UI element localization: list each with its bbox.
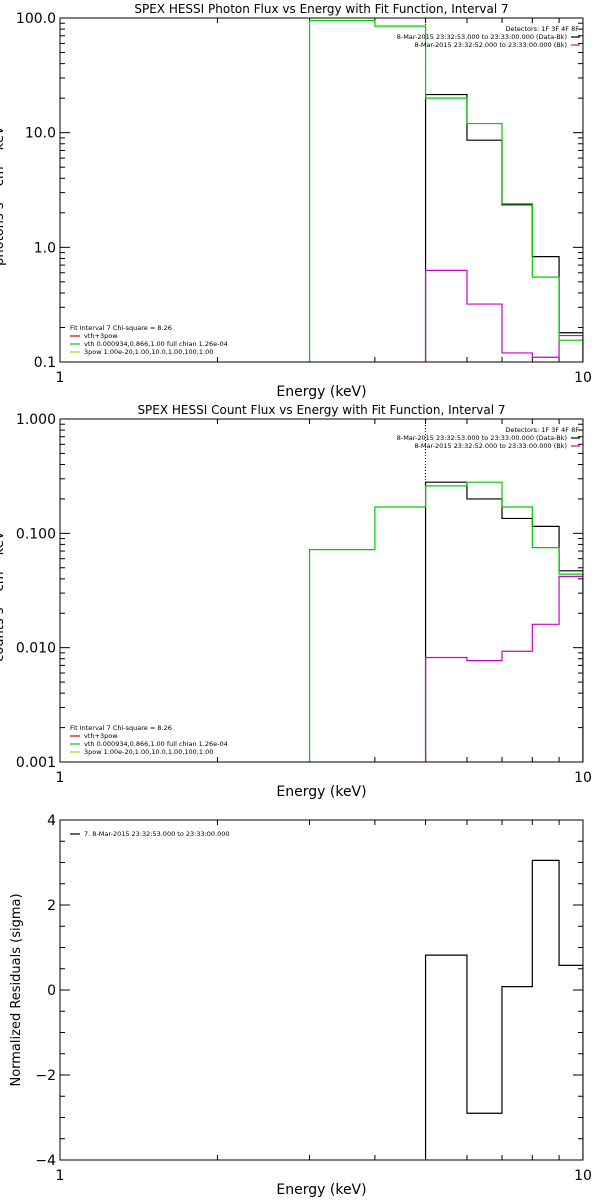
series-0-histogram <box>424 859 583 1160</box>
plot-frame <box>59 819 584 1161</box>
y-tick-label: 100.0 <box>16 11 56 27</box>
series-0-histogram <box>424 93 583 362</box>
legend-left-entry: 3pow 1.00e-20,1.00,10.0,1.00,100,1.00 <box>84 348 213 356</box>
y-axis-label: counts s⁻¹ cm⁻² keV⁻¹ <box>0 519 7 662</box>
legend-right-entry: 8-Mar-2015 23:32:52.000 to 23:33:00.000 … <box>414 442 567 450</box>
x-tick-label: 1 <box>56 770 65 786</box>
x-tick-label: 1 <box>56 1168 65 1184</box>
legend-left-entry: vth 0.000934,0.866,1.00 full chian 1.26e… <box>84 740 228 748</box>
legend-left-entry: vth 0.000934,0.866,1.00 full chian 1.26e… <box>84 340 228 348</box>
legend-left-entry: Fit Interval 7 Chi-square = 8.26 <box>70 324 172 332</box>
y-tick-label: 0.100 <box>16 526 56 542</box>
y-tick-label: 0.010 <box>16 641 56 657</box>
x-tick-label: 10 <box>574 1168 592 1184</box>
y-tick-label: 1.000 <box>16 412 56 428</box>
x-axis-label: Energy (keV) <box>276 384 366 400</box>
chart-panel-3: Energy (keV) Normalized Residuals (sigma)… <box>9 813 592 1198</box>
legend-left-entry: vth+3pow <box>84 732 118 740</box>
chart-title: SPEX HESSI Count Flux vs Energy with Fit… <box>137 403 505 417</box>
y-tick-label: −2 <box>35 1068 56 1084</box>
legend-left-entry: Fit Interval 7 Chi-square = 8.26 <box>70 724 172 732</box>
plot-frame <box>59 418 584 763</box>
legend-left-entry: vth+3pow <box>84 332 118 340</box>
legend-left-entry: 3pow 1.00e-20,1.00,10.0,1.00,100,1.00 <box>84 748 213 756</box>
y-tick-label: 10.0 <box>25 126 56 142</box>
y-tick-label: −4 <box>35 1153 56 1169</box>
x-tick-label: 10 <box>574 770 592 786</box>
y-tick-label: 0.1 <box>34 355 56 371</box>
legend-right-entry: 8-Mar-2015 23:32:53.000 to 23:33:00.000 … <box>397 434 567 442</box>
x-axis-label: Energy (keV) <box>276 784 366 800</box>
series-1-histogram <box>424 269 583 362</box>
chart-title: SPEX HESSI Photon Flux vs Energy with Fi… <box>134 2 508 16</box>
x-tick-label: 1 <box>56 370 65 386</box>
series-0-histogram <box>424 481 583 762</box>
x-axis-label: Energy (keV) <box>276 1182 366 1198</box>
y-tick-label: 4 <box>47 813 56 829</box>
legend-right-entry: 8-Mar-2015 23:32:53.000 to 23:33:00.000 … <box>397 33 567 41</box>
chart-panel-2: SPEX HESSI Count Flux vs Energy with Fit… <box>0 403 592 800</box>
legend-right-entry: Detectors: 1F 3F 4F 8F <box>505 426 579 434</box>
series-1-histogram <box>424 575 583 762</box>
legend-right-entry: Detectors: 1F 3F 4F 8F <box>505 25 579 33</box>
y-tick-label: 1.0 <box>34 240 56 256</box>
y-axis-label: photons s⁻¹ cm⁻² keV⁻¹ <box>0 114 7 266</box>
legend-left-entry: 7. 8-Mar-2015 23:32:53.000 to 23:33:00.0… <box>84 830 230 838</box>
y-tick-label: 0.001 <box>16 755 56 771</box>
plot-frame <box>59 17 584 363</box>
chart-panel-1: SPEX HESSI Photon Flux vs Energy with Fi… <box>0 2 592 400</box>
x-tick-label: 10 <box>574 370 592 386</box>
y-axis-label: Normalized Residuals (sigma) <box>9 893 24 1086</box>
series-2-histogram <box>308 19 583 362</box>
series-2-histogram <box>308 481 583 762</box>
y-tick-label: 2 <box>47 898 56 914</box>
legend-right-entry: 8-Mar-2015 23:32:52.000 to 23:33:00.000 … <box>414 41 567 49</box>
y-tick-label: 0 <box>47 983 56 999</box>
